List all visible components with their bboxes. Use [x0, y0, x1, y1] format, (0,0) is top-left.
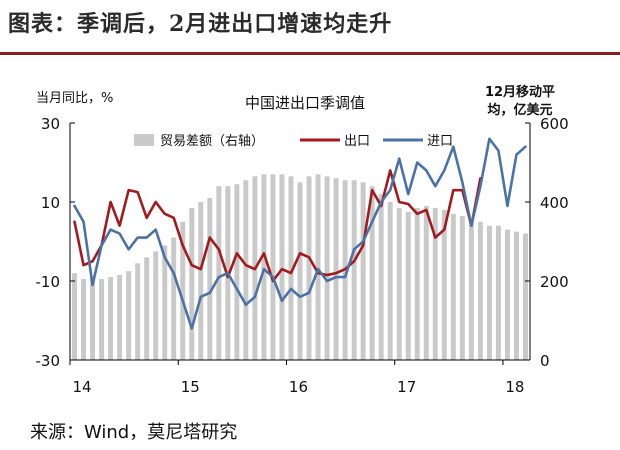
- right-tick-label: 600: [540, 115, 569, 133]
- exports-line: [73, 169, 482, 283]
- balance-bar: [171, 237, 177, 360]
- right-tick-label: 200: [540, 273, 569, 291]
- x-tick-label: 16: [289, 378, 308, 396]
- right-axis-label-line1: 12月移动平: [485, 84, 555, 100]
- x-tick-label: 14: [72, 378, 91, 396]
- balance-bar: [351, 180, 357, 360]
- chart-title: 中国进出口季调值: [245, 94, 365, 112]
- balance-bar: [315, 174, 321, 360]
- balance-bar: [144, 257, 150, 360]
- balance-bar: [135, 263, 141, 360]
- balance-bar: [396, 207, 402, 360]
- balance-bar: [504, 229, 510, 360]
- left-tick-label: 10: [41, 194, 60, 212]
- balance-bar: [288, 176, 294, 361]
- balance-bar: [459, 215, 465, 360]
- balance-bar: [117, 275, 123, 360]
- balance-bar: [234, 184, 240, 360]
- legend: 贸易差额（右轴） 出口 进口: [134, 134, 453, 149]
- balance-bar: [360, 182, 366, 360]
- balance-bar: [423, 205, 429, 360]
- left-tick-label: -10: [36, 273, 61, 291]
- balance-bar: [153, 251, 159, 361]
- header-divider: [0, 52, 620, 55]
- balance-bar: [324, 176, 330, 361]
- balance-bar: [495, 225, 501, 360]
- legend-label-exports: 出口: [344, 134, 370, 149]
- balance-bar: [378, 194, 384, 360]
- balance-bar: [81, 279, 87, 360]
- balance-bar: [216, 186, 222, 360]
- left-tick-label: -30: [36, 352, 61, 370]
- trade-chart: 中国进出口季调值 当月同比，% 12月移动平 均，亿美元 30 10 -10 -30 6…: [36, 84, 569, 396]
- balance-bar: [387, 202, 393, 360]
- balance-bar: [369, 186, 375, 360]
- balance-bar: [450, 213, 456, 360]
- balance-bar: [108, 277, 114, 360]
- balance-bar: [523, 233, 528, 360]
- balance-bar: [414, 207, 420, 360]
- balance-bar: [432, 207, 438, 360]
- x-tick-label: 15: [181, 378, 200, 396]
- balance-bar: [297, 182, 303, 360]
- balance-bar: [468, 219, 474, 360]
- balance-bar: [162, 245, 168, 360]
- balance-bar: [189, 207, 195, 360]
- balance-bar: [306, 176, 312, 361]
- balance-bar: [72, 273, 77, 360]
- x-tick-label: 18: [505, 378, 524, 396]
- imports-line: [73, 137, 527, 330]
- balance-bar: [261, 174, 267, 360]
- series-lines: [73, 137, 527, 330]
- balance-bar: [270, 174, 276, 360]
- right-axis-label-line2: 均，亿美元: [487, 102, 552, 118]
- balance-bar: [441, 209, 447, 360]
- left-axis-label: 当月同比，%: [36, 91, 113, 106]
- legend-label-balance: 贸易差额（右轴）: [160, 134, 264, 149]
- x-tick-label: 17: [397, 378, 416, 396]
- balance-bar: [243, 180, 249, 360]
- balance-bar: [513, 231, 519, 361]
- legend-swatch-balance: [134, 134, 154, 146]
- balance-bar: [126, 271, 132, 361]
- balance-bar: [486, 225, 492, 360]
- legend-label-imports: 进口: [427, 134, 453, 149]
- right-tick-label: 0: [540, 352, 550, 370]
- balance-bar: [333, 178, 339, 360]
- balance-bar: [279, 174, 285, 360]
- balance-bar: [477, 221, 483, 360]
- balance-bar: [180, 221, 186, 360]
- page-title: 图表：季调后，2月进出口增速均走升: [8, 11, 393, 37]
- right-tick-label: 400: [540, 194, 569, 212]
- balance-bars: [72, 174, 528, 361]
- left-tick-label: 30: [41, 115, 60, 133]
- balance-bar: [198, 202, 204, 360]
- balance-bar: [99, 279, 105, 360]
- balance-bar: [405, 211, 411, 361]
- balance-bar: [90, 277, 96, 360]
- balance-bar: [207, 198, 213, 360]
- source-note: 来源：Wind，莫尼塔研究: [30, 422, 238, 443]
- axes: 30 10 -10 -30 600 400 200 0 14 15 16 17 18: [36, 115, 569, 396]
